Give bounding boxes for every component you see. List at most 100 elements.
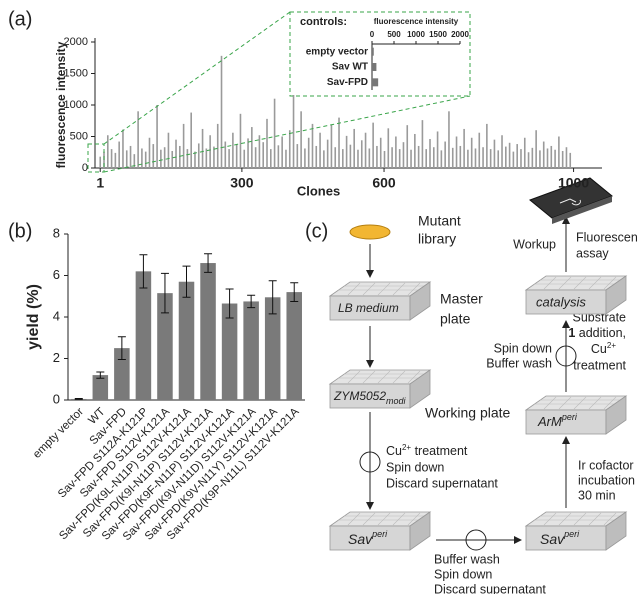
bar (107, 135, 109, 168)
bar (331, 125, 333, 168)
step-text: treatment (573, 358, 626, 372)
error-bar (75, 399, 83, 400)
step-text: Spin down (494, 341, 552, 355)
bar (569, 153, 571, 168)
bar (532, 148, 534, 168)
y-tick-label: 2 (53, 350, 60, 365)
step-text: Workup (513, 237, 556, 251)
bar (126, 150, 128, 168)
bar (175, 140, 177, 168)
y-axis-label: yield (%) (25, 284, 42, 350)
bar (243, 150, 245, 168)
y-tick-label: Sav WT (332, 62, 368, 73)
bar (395, 137, 397, 169)
bar (452, 148, 454, 168)
bar (448, 111, 450, 168)
bar (380, 138, 382, 168)
bar (243, 301, 259, 400)
bar (198, 143, 200, 168)
y-tick-label: 500 (70, 130, 88, 142)
bar (266, 119, 268, 168)
step-text: Spin down (386, 460, 444, 474)
bar (115, 153, 117, 168)
bar (494, 140, 496, 168)
bar (206, 148, 208, 168)
bar (286, 292, 302, 400)
bar (566, 147, 568, 168)
bar (372, 123, 374, 168)
step-text: Cu2+ (591, 341, 616, 357)
x-tick-label: 1500 (429, 30, 447, 39)
bar (437, 131, 439, 168)
bar (429, 139, 431, 168)
petri-dish (350, 225, 390, 239)
bar (399, 149, 401, 168)
step-text: Ir cofactor (578, 458, 634, 472)
bar (187, 149, 189, 168)
step-text: Fluorescent (576, 230, 638, 244)
x-tick-label: 1 (96, 175, 104, 191)
step-text: Buffer wash (434, 552, 500, 566)
plate-label: catalysis (536, 294, 586, 309)
bar (183, 124, 185, 168)
bar (136, 271, 152, 400)
bar (285, 150, 287, 168)
bar (225, 142, 227, 168)
bar (475, 148, 477, 168)
bar (149, 138, 151, 168)
bar (497, 150, 499, 168)
x-tick-label: 0 (370, 30, 375, 39)
master-plate: plate (440, 311, 471, 327)
bar (391, 147, 393, 168)
bar (281, 137, 283, 169)
bar (516, 144, 518, 168)
bar (297, 144, 299, 168)
bar (543, 142, 545, 168)
bar (551, 146, 553, 168)
bar (365, 133, 367, 168)
working-plate: Working plate (425, 405, 511, 421)
bar (190, 113, 192, 168)
step-text: 1 addition, (568, 326, 626, 340)
bar (315, 146, 317, 168)
bar (388, 128, 390, 168)
bar (168, 133, 170, 168)
bar (217, 124, 219, 168)
bar (93, 375, 109, 400)
bar (422, 120, 424, 168)
plate-label: LB medium (338, 301, 399, 315)
bar (259, 135, 261, 168)
bar (236, 144, 238, 168)
bar (289, 130, 291, 168)
bar (471, 138, 473, 168)
bar (232, 133, 234, 168)
panel-label: (b) (8, 220, 32, 242)
bar (202, 129, 204, 168)
bar (327, 140, 329, 168)
bar (554, 150, 556, 168)
bar (323, 150, 325, 168)
bar (357, 150, 359, 168)
step-text: 30 min (578, 488, 616, 502)
bar (247, 138, 249, 168)
bar (353, 129, 355, 168)
bar (535, 130, 537, 168)
bar (156, 105, 158, 168)
bar (501, 135, 503, 168)
bar (262, 142, 264, 168)
step-text: Buffer wash (486, 356, 552, 370)
x-tick-label: 1000 (558, 175, 589, 191)
bar (300, 111, 302, 168)
master-plate: Master (440, 291, 483, 307)
bar (213, 147, 215, 168)
bar (403, 142, 405, 168)
y-tick-label: 4 (53, 308, 60, 323)
bar (486, 124, 488, 168)
y-axis-label: fluorescence intensity (54, 41, 68, 168)
bar (513, 152, 515, 168)
bar (145, 152, 147, 168)
bar (152, 144, 154, 168)
y-tick-label: 6 (53, 267, 60, 282)
x-tick-label: 300 (230, 175, 254, 191)
bar (194, 152, 196, 168)
